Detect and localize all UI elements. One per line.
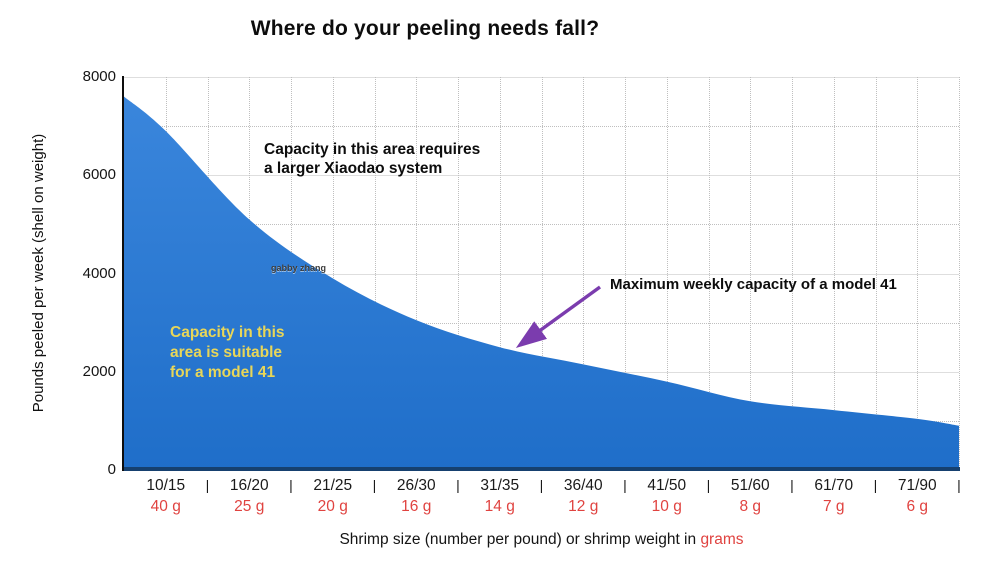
category-tick-separator: | bbox=[205, 477, 210, 493]
x-axis-title: Shrimp size (number per pound) or shrimp… bbox=[124, 531, 959, 549]
annotation-line: a larger Xiaodao system bbox=[264, 160, 443, 177]
category-tick-separator: | bbox=[957, 477, 961, 493]
gram-label: 8 g bbox=[739, 498, 762, 515]
v-gridline bbox=[458, 77, 459, 470]
category-label: 26/30 bbox=[396, 477, 436, 494]
annotation-line: Capacity in this bbox=[170, 324, 285, 341]
category-label: 10/15 bbox=[146, 477, 186, 494]
plot-area: 0 2000 4000 6000 8000 10/15 40 g | 16/20 25 g | 21/… bbox=[83, 68, 961, 515]
y-tick-label: 2000 bbox=[82, 362, 116, 380]
capacity-area-chart bbox=[124, 96, 959, 470]
capacity-area-path bbox=[124, 96, 959, 470]
v-gridline bbox=[541, 77, 543, 470]
v-gridline bbox=[750, 77, 752, 470]
v-gridline bbox=[416, 77, 418, 470]
gram-label: 40 g bbox=[150, 498, 181, 515]
y-axis-line bbox=[122, 76, 124, 471]
gram-label: 7 g bbox=[822, 498, 845, 515]
category-label: 61/70 bbox=[814, 477, 854, 494]
category-tick-separator: | bbox=[790, 477, 794, 493]
category-tick-separator: | bbox=[289, 477, 293, 493]
gram-label: 16 g bbox=[401, 498, 432, 515]
chart-title: Where do your peeling needs fall? bbox=[250, 17, 600, 40]
v-gridline bbox=[959, 77, 960, 470]
annotation-max-capacity: Maximum weekly capacity of a model 41 bbox=[610, 276, 897, 293]
watermark-text: gabby zhang bbox=[271, 263, 327, 273]
annotation-larger-system: Capacity in this area requires a larger … bbox=[264, 140, 480, 178]
annotation-line: for a model 41 bbox=[170, 364, 276, 381]
gram-label: 10 g bbox=[651, 498, 682, 515]
category-tick-separator: | bbox=[372, 477, 377, 493]
v-gridline bbox=[583, 77, 585, 470]
v-gridline bbox=[374, 77, 376, 470]
x-axis-title-grams: grams bbox=[700, 531, 744, 548]
category-label: 16/20 bbox=[229, 477, 269, 494]
gram-label: 6 g bbox=[906, 498, 929, 515]
annotation-line: area is suitable bbox=[170, 344, 283, 361]
category-label: 41/50 bbox=[647, 477, 687, 494]
x-axis-baseline bbox=[122, 467, 960, 471]
v-gridline bbox=[917, 77, 919, 470]
category-tick-separator: | bbox=[873, 477, 878, 493]
category-tick-separator: | bbox=[706, 477, 711, 493]
v-gridline bbox=[332, 77, 334, 470]
gram-label: 25 g bbox=[234, 498, 265, 515]
gram-label: 20 g bbox=[317, 498, 348, 515]
gram-label: 12 g bbox=[568, 498, 599, 515]
v-gridline bbox=[625, 77, 626, 470]
y-tick-label: 0 bbox=[107, 461, 116, 478]
category-tick-separator: | bbox=[456, 477, 460, 493]
annotation-suitable-model41: Capacity in this area is suitable for a … bbox=[170, 323, 285, 383]
v-gridline bbox=[666, 77, 668, 470]
v-gridline bbox=[499, 77, 501, 470]
y-tick-label: 6000 bbox=[82, 166, 116, 184]
v-gridline bbox=[875, 77, 877, 470]
category-label: 51/60 bbox=[730, 477, 770, 494]
y-tick-label: 4000 bbox=[82, 264, 116, 282]
category-label: 36/40 bbox=[563, 477, 603, 494]
category-label: 71/90 bbox=[897, 477, 937, 494]
v-gridline bbox=[833, 77, 835, 470]
annotation-line: Capacity in this area requires bbox=[264, 141, 481, 158]
category-label: 31/35 bbox=[480, 477, 520, 494]
x-axis-title-main: Shrimp size (number per pound) or shrimp… bbox=[339, 531, 697, 548]
v-gridline bbox=[792, 77, 793, 470]
category-tick-separator: | bbox=[539, 477, 544, 493]
gram-label: 14 g bbox=[484, 498, 515, 515]
y-tick-label: 8000 bbox=[82, 68, 116, 85]
category-label: 21/25 bbox=[313, 477, 353, 494]
v-gridline bbox=[708, 77, 710, 470]
y-axis-title: Pounds peeled per week (shell on weight) bbox=[30, 133, 47, 413]
category-tick-separator: | bbox=[623, 477, 627, 493]
